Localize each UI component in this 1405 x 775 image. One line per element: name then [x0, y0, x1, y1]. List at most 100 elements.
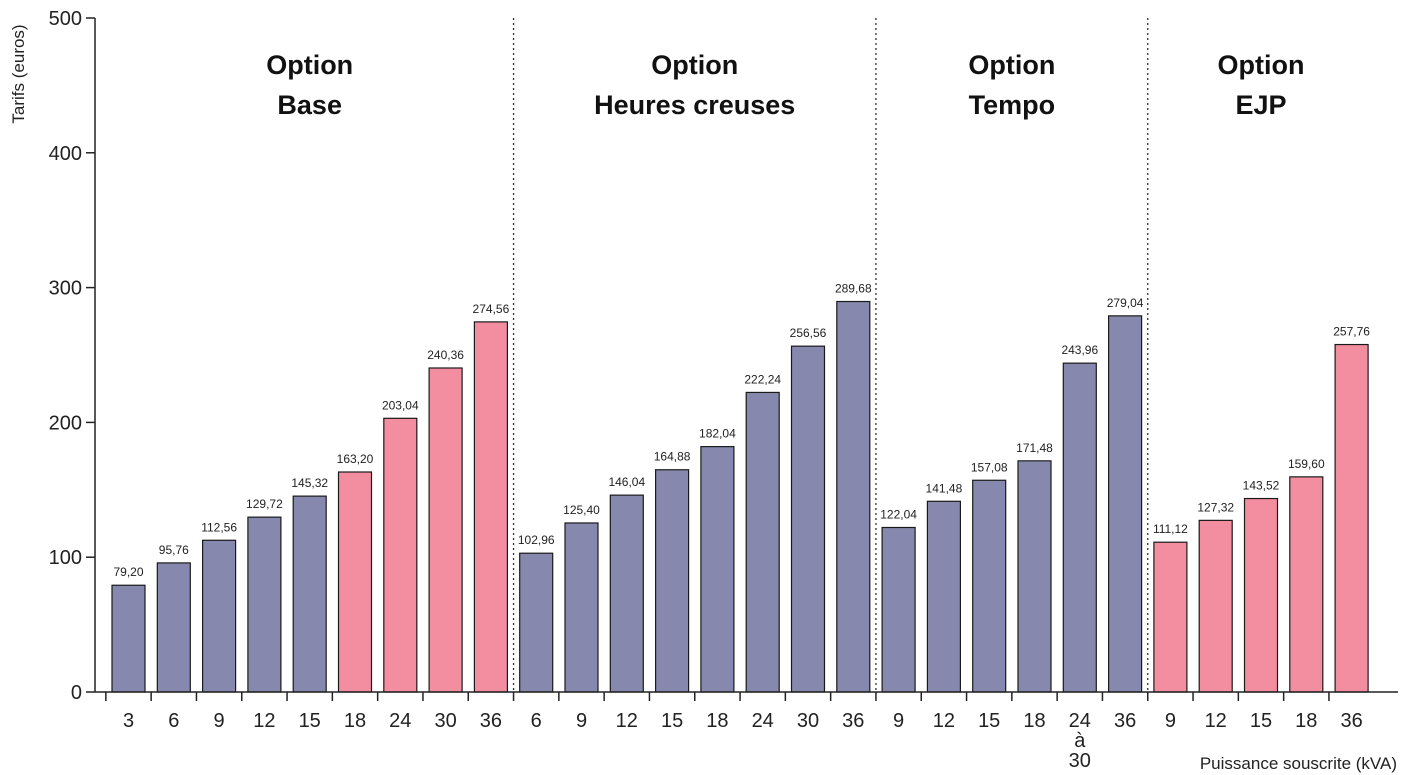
group-title-line2: Base [277, 90, 342, 120]
bar [1289, 476, 1324, 693]
category-label: à [1074, 730, 1086, 752]
bar-value-label: 163,20 [337, 452, 374, 466]
group-title-line1: Option [1218, 50, 1305, 80]
bar-value-label: 171,48 [1016, 441, 1053, 455]
bar-value-label: 79,20 [113, 565, 143, 579]
bar [881, 526, 916, 693]
bar-value-label: 159,60 [1288, 457, 1325, 471]
group-title-line2: Heures creuses [594, 90, 795, 120]
bar [1198, 519, 1233, 693]
category-label: 12 [616, 710, 638, 732]
bar-value-label: 256,56 [790, 326, 827, 340]
bar-value-label: 182,04 [699, 427, 736, 441]
bar [428, 367, 463, 693]
bar-value-label: 129,72 [246, 497, 283, 511]
category-label: 18 [706, 710, 728, 732]
bar [111, 584, 146, 693]
y-tick-label: 500 [49, 8, 82, 30]
bars [111, 300, 1369, 693]
bar-value-label: 243,96 [1061, 343, 1098, 357]
category-label: 9 [214, 710, 225, 732]
y-axis-title: Tarifs (euros) [9, 24, 28, 123]
category-label: 12 [933, 710, 955, 732]
bar [654, 469, 690, 693]
category-label: 36 [842, 710, 864, 732]
bar-value-label: 222,24 [744, 372, 781, 386]
bar [473, 321, 508, 693]
bar [700, 446, 735, 693]
category-label: 15 [978, 710, 1000, 732]
category-label: 36 [480, 710, 502, 732]
bar [202, 539, 237, 693]
bar [972, 479, 1007, 693]
bar-value-label: 274,56 [473, 302, 510, 316]
bar [247, 516, 282, 693]
category-label: 18 [1023, 710, 1045, 732]
bar [383, 417, 418, 693]
category-label: 6 [531, 710, 542, 732]
bar-value-label: 143,52 [1243, 479, 1280, 493]
bar-value-label: 111,12 [1153, 522, 1188, 536]
bar [836, 300, 871, 693]
bar [745, 391, 780, 693]
bar [1334, 343, 1369, 693]
category-label: 9 [893, 710, 904, 732]
bar-value-label: 125,40 [563, 503, 600, 517]
axes: 0 100 200 300 400 500 [49, 8, 1398, 704]
category-label: 30 [797, 710, 819, 732]
category-label: 12 [1205, 710, 1227, 732]
bar [519, 552, 554, 693]
y-tick-label: 400 [49, 143, 82, 165]
bar [1062, 362, 1097, 693]
bar [156, 562, 191, 693]
bar-value-label: 95,76 [159, 543, 189, 557]
category-label: 9 [576, 710, 587, 732]
category-label: 15 [299, 710, 321, 732]
bar-value-label: 146,04 [608, 475, 645, 489]
labels: 79,20 3 95,76 6 112,56 9 129,72 12 145,32 15 163,2… [113, 50, 1370, 772]
bar [1107, 315, 1143, 693]
bar [609, 494, 644, 693]
bar-value-label: 102,96 [518, 533, 555, 547]
category-label: 24 [389, 710, 411, 732]
bar-value-label: 289,68 [835, 282, 872, 296]
category-label: 18 [1295, 710, 1317, 732]
bar [1153, 541, 1188, 693]
bar-value-label: 257,76 [1333, 325, 1370, 339]
y-tick-label: 300 [49, 278, 82, 300]
bar [564, 522, 599, 693]
bar-value-label: 127,32 [1197, 500, 1234, 514]
category-label: 36 [1340, 710, 1362, 732]
x-axis-title: Puissance souscrite (kVA) [1200, 754, 1397, 773]
category-label: 24 [1069, 710, 1091, 732]
bar-value-label: 164,88 [654, 450, 691, 464]
group-title-line2: Tempo [969, 90, 1056, 120]
group-title-line1: Option [968, 50, 1055, 80]
bar [1017, 460, 1052, 693]
category-label: 15 [1250, 710, 1272, 732]
bar-value-label: 279,04 [1107, 296, 1144, 310]
bar-value-label: 203,04 [382, 398, 419, 412]
bar [790, 345, 826, 693]
category-label: 30 [1069, 750, 1091, 772]
category-label: 18 [344, 710, 366, 732]
bar-value-label: 122,04 [880, 507, 917, 521]
category-label: 9 [1165, 710, 1176, 732]
group-title-line1: Option [651, 50, 738, 80]
y-tick-label: 100 [49, 547, 82, 569]
category-label: 36 [1114, 710, 1136, 732]
bar [926, 500, 962, 693]
separators [512, 18, 1149, 692]
category-label: 15 [661, 710, 683, 732]
category-label: 3 [123, 710, 134, 732]
category-label: 30 [434, 710, 456, 732]
y-tick-label: 0 [71, 682, 82, 704]
bar-value-label: 157,08 [971, 460, 1008, 474]
bar [1243, 497, 1279, 693]
group-title-line2: EJP [1235, 90, 1286, 120]
bar-value-label: 141,48 [926, 481, 963, 495]
bar-value-label: 240,36 [427, 348, 464, 362]
category-label: 12 [253, 710, 275, 732]
y-tick-label: 200 [49, 412, 82, 434]
